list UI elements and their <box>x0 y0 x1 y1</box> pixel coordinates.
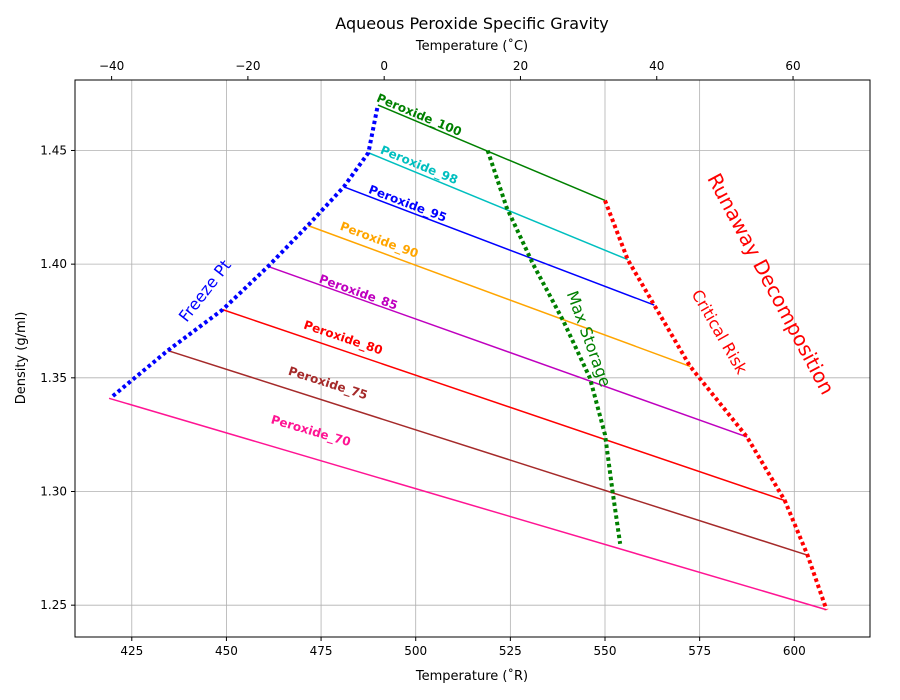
x-tick-label: 550 <box>594 644 617 658</box>
boundary-label: Critical Risk <box>688 286 752 378</box>
series-line-peroxide-90 <box>307 224 691 368</box>
plot-frame <box>74 79 871 638</box>
x-tick-label: 475 <box>310 644 333 658</box>
x2-tick-label: 20 <box>513 59 528 73</box>
series-line-peroxide-75 <box>167 349 808 556</box>
x-tick-label: 525 <box>499 644 522 658</box>
series-label: Peroxide_100 <box>374 91 463 140</box>
y-tick-label: 1.35 <box>40 371 67 385</box>
x2-tick-label: −20 <box>235 59 260 73</box>
series-label: Peroxide_70 <box>269 412 352 450</box>
y-tick-label: 1.45 <box>40 143 67 157</box>
series-line-peroxide-70 <box>108 397 827 611</box>
x2-tick-label: 40 <box>649 59 664 73</box>
x2-tick-label: 60 <box>785 59 800 73</box>
axis-ticks: 425 450 475 500 525 550 575 6001.251.301.351.40… <box>40 59 805 658</box>
x-tick-label: 600 <box>783 644 806 658</box>
boundary-curves <box>111 104 829 611</box>
x-tick-label: 425 <box>120 644 143 658</box>
bottom-axis-label: Temperature (˚R) <box>415 668 528 684</box>
series-label: Peroxide_98 <box>378 143 460 188</box>
boundary-critical-risk <box>603 199 829 611</box>
chart-title: Aqueous Peroxide Specific Gravity <box>335 14 608 33</box>
top-axis-label: Temperature (˚C) <box>415 38 528 54</box>
series-line-peroxide-85 <box>267 265 748 438</box>
x-tick-label: 575 <box>688 644 711 658</box>
series-label: Peroxide_75 <box>286 364 369 403</box>
series-line-peroxide-98 <box>368 152 629 261</box>
x-tick-label: 500 <box>404 644 427 658</box>
x-tick-label: 450 <box>215 644 238 658</box>
grid <box>75 80 870 637</box>
y-tick-label: 1.40 <box>40 257 67 271</box>
y-axis-label: Density (g/ml) <box>14 312 29 405</box>
x2-tick-label: −40 <box>99 59 124 73</box>
boundary-label: Freeze Pt <box>175 256 235 325</box>
boundary-label: Runaway Decomposition <box>702 169 839 398</box>
x2-tick-label: 0 <box>380 59 388 73</box>
series-line-peroxide-80 <box>222 308 786 502</box>
y-tick-label: 1.30 <box>40 484 67 498</box>
series-label: Peroxide_95 <box>366 182 448 225</box>
series-label: Peroxide_85 <box>317 272 400 314</box>
series-lines <box>108 104 827 611</box>
y-tick-label: 1.25 <box>40 598 67 612</box>
series-line-peroxide-95 <box>343 186 655 306</box>
boundary-freeze-pt <box>111 104 380 398</box>
series-line-peroxide-100 <box>377 104 606 202</box>
series-label: Peroxide_80 <box>302 318 385 359</box>
